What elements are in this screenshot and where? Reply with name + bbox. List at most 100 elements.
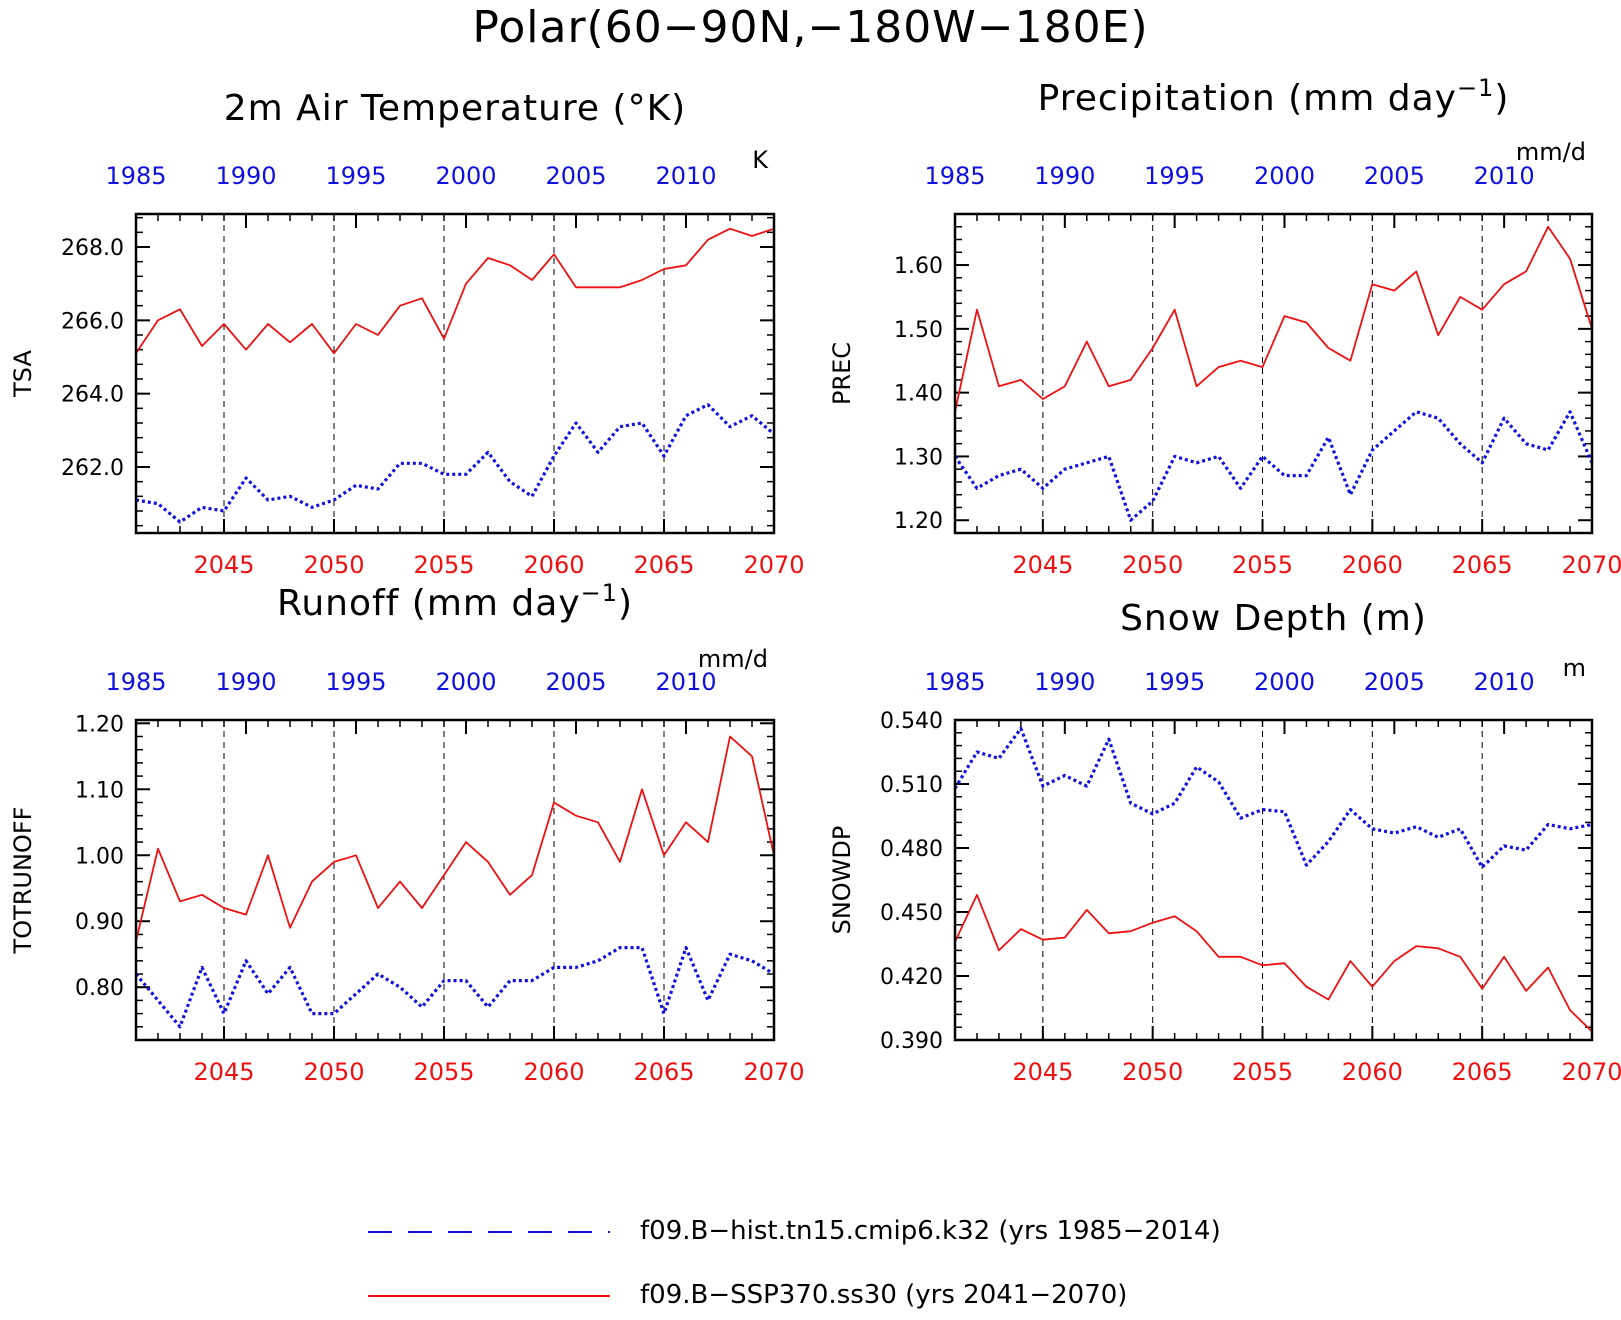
top-tick-label-2010: 2010 [655, 668, 716, 696]
top-tick-label-1990: 1990 [1034, 668, 1095, 696]
y-tick-label: 0.90 [75, 910, 124, 935]
top-tick-label-2000: 2000 [1254, 668, 1315, 696]
top-tick-label-2005: 2005 [1364, 668, 1425, 696]
y-tick-label: 0.510 [880, 773, 943, 798]
panel-title: Runoff (mm day−1) [277, 579, 633, 624]
panel-prec: Precipitation (mm day−1)mm/d PREC 1985 1990… [828, 74, 1621, 579]
bottom-tick-label-2070: 2070 [1561, 1058, 1621, 1086]
panel-title: Precipitation (mm day−1) [1038, 74, 1510, 119]
figure-title: Polar(60−90N,−180W−180E) [472, 2, 1149, 53]
y-tick-label: 0.420 [880, 965, 943, 990]
legend-entry-hist: f09.B−hist.tn15.cmip6.k32 (yrs 1985−2014… [360, 1212, 1360, 1252]
panel-title-superscript: −1 [581, 579, 618, 607]
y-tick-label: 1.00 [75, 844, 124, 869]
y-tick-label: 0.80 [75, 976, 124, 1001]
bottom-tick-label-2060: 2060 [1342, 1058, 1403, 1086]
bottom-tick-label-2065: 2065 [1452, 551, 1513, 579]
series-line-ssp [135, 735, 775, 942]
y-tick-label: 1.30 [894, 445, 943, 470]
panel-tsa: 2m Air Temperature (°K) K TSA 1985 1990 1995 2… [9, 88, 805, 579]
top-tick-label-1985: 1985 [105, 668, 166, 696]
top-tick-label-1995: 1995 [1144, 162, 1205, 190]
bottom-tick-label-2065: 2065 [633, 1058, 694, 1086]
bottom-tick-label-2065: 2065 [1452, 1058, 1513, 1086]
panel-totrunoff: Runoff (mm day−1) mm/d TOTRUNOFF 1985 1990 19… [9, 579, 805, 1086]
y-axis-label: TSA [9, 350, 37, 398]
series-line-hist [953, 410, 1594, 522]
bottom-tick-label-2050: 2050 [1122, 551, 1183, 579]
bottom-tick-label-2065: 2065 [633, 551, 694, 579]
bottom-tick-label-2055: 2055 [1232, 551, 1293, 579]
series-line-hist [953, 726, 1593, 869]
plot-frame [953, 212, 1594, 535]
top-tick-label-2010: 2010 [1474, 162, 1535, 190]
y-tick-label: 1.20 [75, 712, 124, 737]
top-tick-label-2000: 2000 [1254, 162, 1315, 190]
y-tick-label: 266.0 [61, 309, 124, 334]
bottom-tick-label-2045: 2045 [193, 1058, 254, 1086]
panel-title: Snow Depth (m) [1120, 598, 1427, 639]
top-tick-label-1995: 1995 [325, 162, 386, 190]
units-label: K [752, 146, 769, 174]
bottom-tick-label-2050: 2050 [303, 551, 364, 579]
panel-title-end: ) [1494, 78, 1509, 119]
series-line-ssp [135, 227, 775, 355]
bottom-tick-label-2070: 2070 [743, 551, 804, 579]
plot-frame [134, 212, 776, 535]
bottom-tick-label-2045: 2045 [193, 551, 254, 579]
bottom-tick-label-2060: 2060 [523, 551, 584, 579]
top-tick-label-1995: 1995 [1144, 668, 1205, 696]
top-tick-label-2005: 2005 [545, 162, 606, 190]
panel-snowdp: Snow Depth (m) m SNOWDP 1985 1990 1995 2000 200… [828, 598, 1621, 1086]
bottom-tick-label-2070: 2070 [743, 1058, 804, 1086]
y-tick-label: 1.60 [894, 254, 943, 279]
y-tick-label: 1.40 [894, 382, 943, 407]
panel-title: 2m Air Temperature (°K) [224, 88, 686, 129]
y-tick-label: 1.10 [75, 778, 124, 803]
bottom-tick-label-2045: 2045 [1012, 551, 1073, 579]
panel-title-superscript: −1 [1457, 74, 1494, 102]
bottom-tick-label-2050: 2050 [1122, 1058, 1183, 1086]
y-tick-label: 1.50 [894, 318, 943, 343]
plot-frame [134, 718, 776, 1042]
y-tick-label: 262.0 [61, 456, 124, 481]
y-tick-label: 264.0 [61, 383, 124, 408]
top-tick-label-1990: 1990 [1034, 162, 1095, 190]
bottom-tick-label-2050: 2050 [303, 1058, 364, 1086]
series-line-ssp [954, 894, 1593, 1033]
units-label: m [1563, 654, 1586, 682]
legend-line-dashed [368, 1231, 610, 1233]
units-label: mm/d [1516, 138, 1586, 166]
bottom-tick-label-2045: 2045 [1012, 1058, 1073, 1086]
y-tick-label: 0.480 [880, 837, 943, 862]
y-tick-label: 0.450 [880, 901, 943, 926]
y-tick-label: 0.390 [880, 1029, 943, 1054]
bottom-tick-label-2055: 2055 [413, 1058, 474, 1086]
bottom-tick-label-2070: 2070 [1561, 551, 1621, 579]
bottom-tick-label-2055: 2055 [413, 551, 474, 579]
top-tick-label-2005: 2005 [545, 668, 606, 696]
bottom-tick-label-2060: 2060 [1342, 551, 1403, 579]
top-tick-label-2005: 2005 [1364, 162, 1425, 190]
units-label: mm/d [698, 645, 768, 673]
plot-frame [953, 718, 1594, 1042]
bottom-tick-label-2060: 2060 [523, 1058, 584, 1086]
y-tick-label: 268.0 [61, 236, 124, 261]
top-tick-label-2000: 2000 [435, 162, 496, 190]
y-axis-label: PREC [828, 342, 856, 405]
top-tick-label-1990: 1990 [215, 162, 276, 190]
top-tick-label-1985: 1985 [105, 162, 166, 190]
top-tick-label-1995: 1995 [325, 668, 386, 696]
y-tick-label: 0.540 [880, 709, 943, 734]
panel-title-end: ) [618, 583, 633, 624]
top-tick-label-2000: 2000 [435, 668, 496, 696]
top-tick-label-2010: 2010 [655, 162, 716, 190]
y-axis-label: SNOWDP [828, 826, 856, 935]
top-tick-label-1985: 1985 [924, 162, 985, 190]
legend-label-ssp: f09.B−SSP370.ss30 (yrs 2041−2070) [640, 1280, 1128, 1310]
legend-entry-ssp: f09.B−SSP370.ss30 (yrs 2041−2070) [360, 1276, 1360, 1316]
top-tick-label-1985: 1985 [924, 668, 985, 696]
top-tick-label-2010: 2010 [1474, 668, 1535, 696]
y-axis-label: TOTRUNOFF [9, 807, 37, 955]
